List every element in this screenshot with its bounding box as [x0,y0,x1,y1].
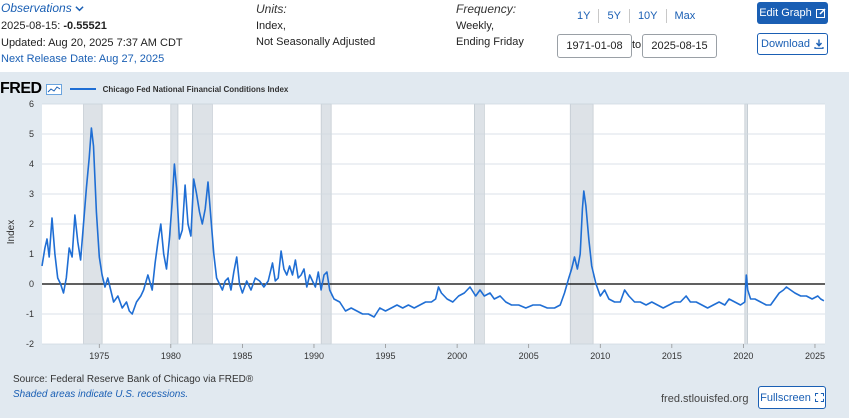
y-axis-label: Index [6,220,17,244]
to-label: to [632,39,642,51]
edit-graph-button[interactable]: Edit Graph [757,2,828,24]
x-tick-label: 1975 [89,351,109,361]
y-tick-label: 1 [29,249,34,259]
frequency-label: Frequency: [456,2,517,16]
chart-header: FRED Chicago Fed National Financial Cond… [0,80,288,98]
legend-swatch [69,88,96,90]
x-tick-label: 1990 [304,351,324,361]
range-5y-button[interactable]: 5Y [599,9,630,23]
next-release-link[interactable]: Next Release Date: Aug 27, 2025 [1,53,165,65]
x-tick-label: 2000 [447,351,467,361]
fullscreen-button[interactable]: Fullscreen [758,386,826,409]
x-tick-label: 2005 [519,351,539,361]
frequency-block: Frequency: Weekly, Ending Friday [456,1,524,50]
observations-block: Observations 2025-08-15: -0.55521 Update… [1,1,183,65]
end-date-input[interactable] [642,34,717,58]
series-line [41,127,825,318]
x-tick-label: 2020 [733,351,753,361]
range-buttons: 1Y 5Y 10Y Max [569,9,703,23]
units-line-2: Not Seasonally Adjusted [256,36,376,48]
x-tick-label: 1995 [376,351,396,361]
x-tick-label: 1980 [161,351,181,361]
fullscreen-label: Fullscreen [760,391,811,404]
latest-observation-value: -0.55521 [63,20,107,32]
site-url: fred.stlouisfed.org [661,393,749,405]
frequency-line-1: Weekly, [456,20,495,32]
y-tick-label: 3 [29,189,34,199]
y-tick-label: 0 [29,279,34,289]
y-tick-label: -1 [26,309,34,319]
latest-observation: 2025-08-15: -0.55521 [1,20,183,32]
chart-line-icon [45,83,62,95]
units-block: Units: Index, Not Seasonally Adjusted [256,1,375,50]
edit-graph-label: Edit Graph [759,7,812,19]
chevron-down-icon [75,5,84,11]
units-label: Units: [256,2,287,16]
y-tick-label: 4 [29,159,34,169]
download-icon [814,39,824,49]
observations-dropdown[interactable]: Observations [1,1,84,15]
observations-label: Observations [1,1,72,15]
recession-note: Shaded areas indicate U.S. recessions. [13,389,189,400]
download-button[interactable]: Download [757,33,828,55]
edit-icon [815,8,826,18]
y-tick-label: 6 [29,99,34,109]
x-tick-label: 2025 [805,351,825,361]
y-tick-label: -2 [26,339,34,349]
fred-logo: FRED [0,80,42,97]
latest-observation-date: 2025-08-15: [1,20,61,32]
x-tick-label: 2015 [662,351,682,361]
y-tick-label: 2 [29,219,34,229]
x-tick-label: 2010 [590,351,610,361]
fullscreen-icon [814,393,824,402]
legend-series-label: Chicago Fed National Financial Condition… [102,84,289,94]
source-text: Source: Federal Reserve Bank of Chicago … [13,374,254,385]
range-1y-button[interactable]: 1Y [569,9,600,23]
x-tick-label: 1985 [232,351,252,361]
download-label: Download [761,38,810,50]
range-max-button[interactable]: Max [674,10,696,22]
frequency-line-2: Ending Friday [456,36,524,48]
updated-text: Updated: Aug 20, 2025 7:37 AM CDT [1,37,183,49]
y-tick-label: 5 [29,129,34,139]
units-line-1: Index, [256,20,286,32]
start-date-input[interactable] [557,34,632,58]
range-10y-button[interactable]: 10Y [630,9,667,23]
